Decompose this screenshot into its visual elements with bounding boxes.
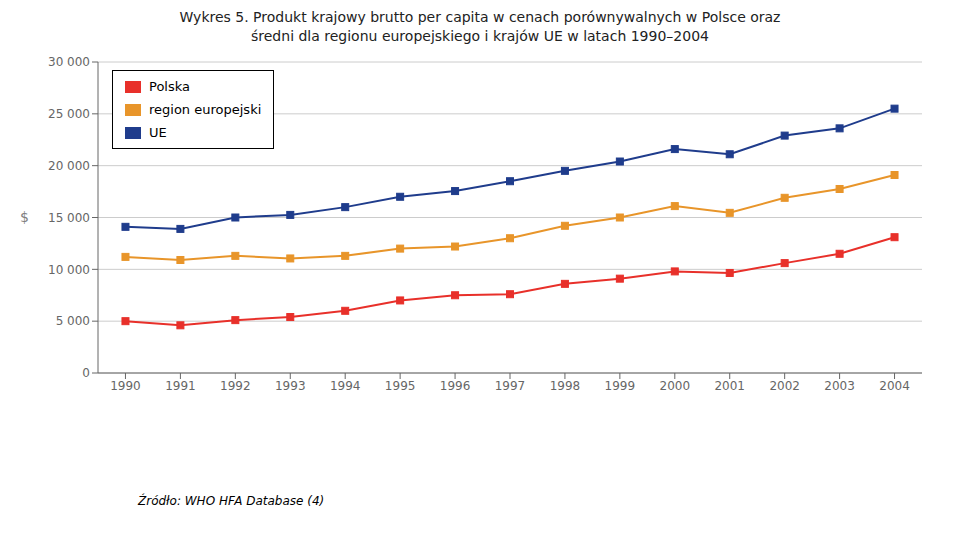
svg-text:25 000: 25 000 [48,107,90,121]
svg-text:2001: 2001 [714,379,745,393]
svg-text:1999: 1999 [605,379,636,393]
svg-text:15 000: 15 000 [48,211,90,225]
svg-text:5 000: 5 000 [56,314,90,328]
html-text:średni dla regionu europejskie: średni dla regionu europejskiego i krajó… [251,28,709,44]
html-text:region europejski: region europejski [149,102,262,117]
svg-text:1991: 1991 [165,379,196,393]
svg-text:2000: 2000 [660,379,691,393]
svg-text:$: $ [20,209,29,225]
svg-text:2002: 2002 [769,379,800,393]
svg-text:1993: 1993 [275,379,306,393]
svg-text:30 000: 30 000 [48,55,90,69]
svg-text:1994: 1994 [330,379,361,393]
html-text:Polska: Polska [149,79,190,94]
svg-text:2003: 2003 [824,379,855,393]
svg-text:1996: 1996 [440,379,471,393]
svg-text:0: 0 [82,366,90,380]
html-text:UE: UE [149,125,167,140]
html-text:Wykres 5. Produkt krajowy brut: Wykres 5. Produkt krajowy brutto per cap… [179,9,781,25]
svg-text:1990: 1990 [110,379,141,393]
svg-text:1997: 1997 [495,379,526,393]
html-text:Źródło: WHO HFA Database (4): Źródło: WHO HFA Database (4) [138,494,325,508]
svg-text:1998: 1998 [550,379,581,393]
svg-text:10 000: 10 000 [48,263,90,277]
svg-text:1992: 1992 [220,379,251,393]
svg-text:20 000: 20 000 [48,159,90,173]
svg-text:2004: 2004 [879,379,910,393]
svg-text:1995: 1995 [385,379,416,393]
